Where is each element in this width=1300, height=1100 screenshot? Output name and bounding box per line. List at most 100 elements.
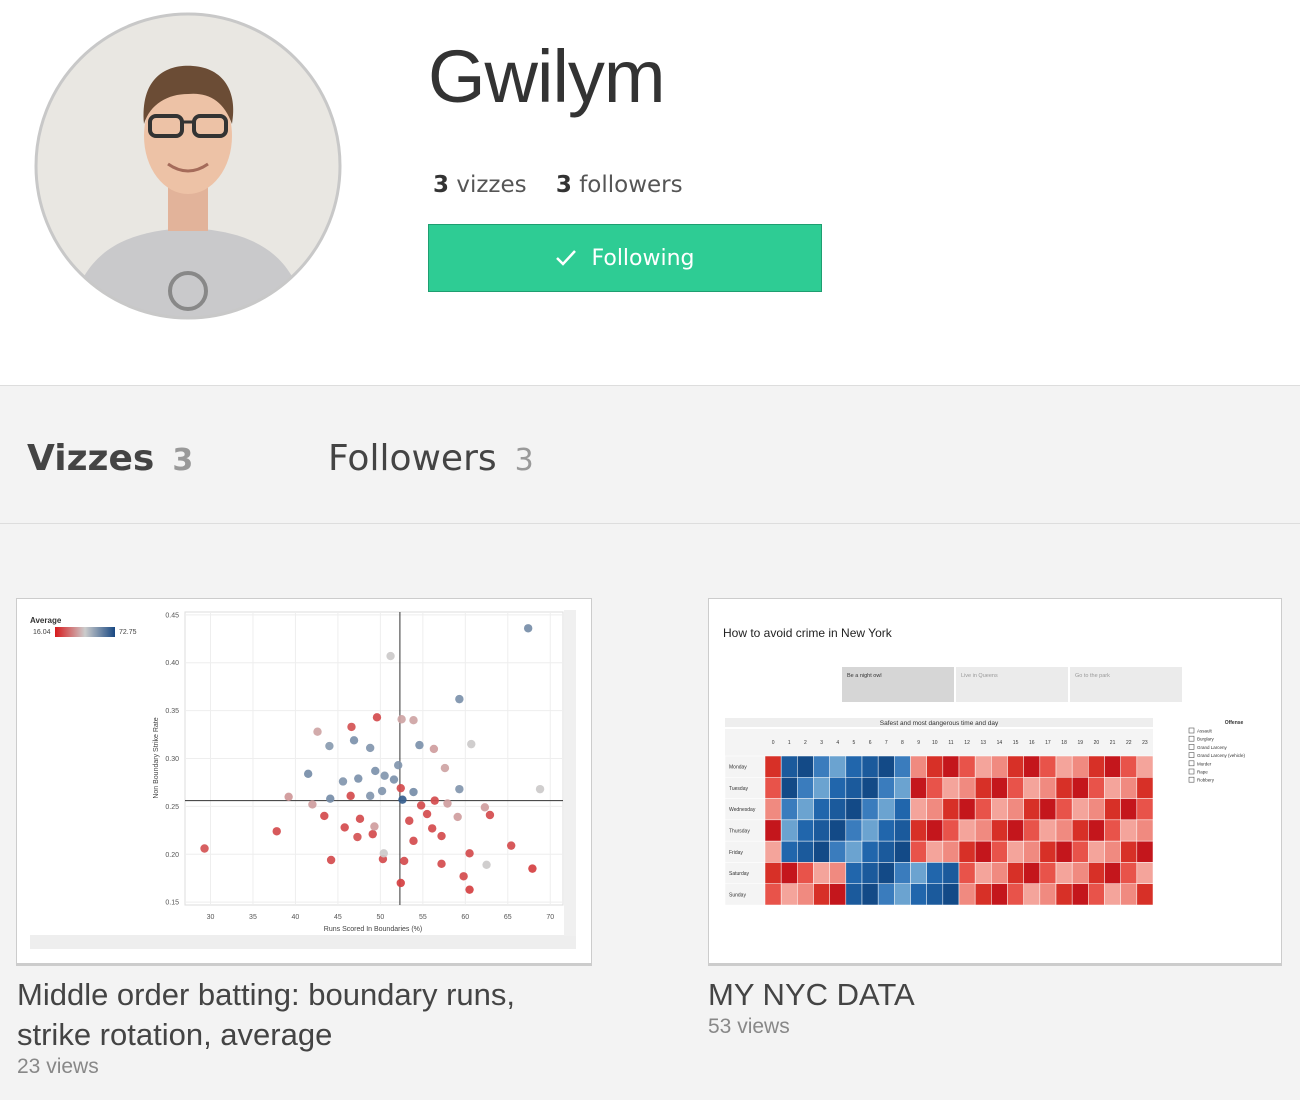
heatmap-cell: [1136, 883, 1154, 906]
heatmap-cell: [1023, 883, 1041, 906]
heatmap-cell: [1023, 840, 1041, 863]
heatmap-cell: [845, 755, 863, 778]
day-label: Tuesday: [729, 786, 748, 792]
heatmap-cell: [877, 883, 895, 906]
scatter-point: [365, 743, 375, 753]
hour-label: 16: [1029, 740, 1035, 746]
hour-label: 6: [869, 740, 872, 746]
scatter-point: [338, 777, 348, 786]
scatter-point: [200, 844, 209, 853]
heatmap-cell: [813, 840, 830, 863]
heatmap-cell: [894, 798, 911, 821]
heatmap-cell: [1071, 798, 1089, 821]
heatmap-cell: [1120, 777, 1138, 799]
vizzes-label[interactable]: vizzes: [456, 172, 527, 198]
heatmap-cell: [845, 862, 863, 884]
heatmap-cell: [813, 798, 830, 821]
heatmap-cell: [1071, 840, 1089, 863]
viz-card[interactable]: How to avoid crime in New York Be a night…: [708, 598, 1282, 964]
scatter-point: [455, 784, 464, 794]
viz-card[interactable]: 30 35 40 45 50 55 60 65 70 0.15 0.20 0.25 0.30 0.35 0.…: [16, 598, 592, 964]
filter-checkbox: [1188, 752, 1195, 758]
heatmap-cell: [991, 883, 1008, 906]
x-tick-label: 55: [419, 914, 427, 921]
heatmap-cell: [942, 840, 960, 863]
story-tab: [1070, 667, 1182, 702]
heatmap-cell: [942, 862, 960, 884]
heatmap-cell: [926, 819, 944, 842]
filter-option: Grand Larceny (vehicle): [1197, 753, 1246, 758]
heatmap-cell: [1104, 755, 1121, 778]
scatter-point: [416, 801, 426, 810]
day-label: Wednesday: [729, 807, 756, 813]
hour-label: 10: [932, 740, 938, 746]
heatmap-cell: [1023, 777, 1041, 799]
heatmap-cell: [1039, 798, 1057, 821]
hour-label: 20: [1094, 740, 1100, 746]
hour-label: 7: [885, 740, 888, 746]
scatter-point: [440, 763, 450, 773]
heatmap-cell: [926, 862, 944, 884]
scatter-point: [467, 739, 476, 749]
follow-button[interactable]: Following: [428, 224, 822, 292]
heatmap-cell: [861, 798, 879, 821]
heatmap-cell: [829, 840, 847, 863]
heatmap-cell: [1104, 777, 1121, 799]
heatmap-cell: [1088, 755, 1105, 778]
heatmap-cell: [780, 883, 798, 906]
scatter-point: [389, 775, 399, 784]
thumb-title: How to avoid crime in New York: [723, 626, 893, 640]
viz-title[interactable]: MY NYC DATA: [708, 977, 915, 1012]
heatmap-cell: [829, 862, 847, 884]
heatmap-cell: [1071, 777, 1089, 799]
heatmap-cell: [926, 840, 944, 863]
y-tick-label: 0.30: [165, 756, 179, 763]
scatter-point: [379, 849, 388, 858]
heatmap-cell: [845, 819, 863, 842]
scatter-point: [326, 855, 336, 865]
heatmap-cell: [910, 840, 927, 863]
tab[interactable]: Vizzes 3: [27, 438, 193, 479]
heatmap-cell: [1120, 840, 1138, 863]
scatter-point: [326, 794, 335, 803]
story-tab-label: Be a night owl: [847, 673, 882, 679]
followers-label[interactable]: followers: [579, 172, 683, 198]
y-tick-label: 0.45: [165, 612, 179, 619]
hour-label: 19: [1077, 740, 1083, 746]
hour-label: 2: [804, 740, 807, 746]
viz-title[interactable]: Middle order batting: boundary runs, str…: [17, 977, 516, 1052]
follow-label: Following: [591, 245, 695, 271]
tab-bar: [0, 386, 1300, 524]
scatter-point: [535, 784, 545, 794]
heatmap-cell: [910, 862, 927, 884]
heatmap-cell: [845, 840, 863, 863]
y-tick-label: 0.40: [165, 660, 179, 667]
heatmap-cell: [958, 819, 976, 842]
heatmap-cell: [764, 798, 782, 821]
heatmap-cell: [1120, 862, 1138, 884]
scatter-point: [427, 824, 437, 833]
heatmap-cell: [958, 777, 976, 799]
hour-label: 1: [788, 740, 791, 746]
filter-checkbox: [1188, 760, 1195, 767]
x-tick-label: 60: [461, 914, 469, 921]
story-tab: [956, 667, 1068, 702]
heatmap-header: [725, 718, 1153, 727]
scatter-point: [377, 786, 387, 796]
heatmap-cell: [764, 755, 782, 778]
profile-name: Gwilym: [428, 35, 666, 118]
scatter-point: [347, 722, 356, 732]
hour-label: 22: [1126, 740, 1132, 746]
tab[interactable]: Followers 3: [328, 438, 534, 479]
scatter-point: [370, 822, 379, 831]
scatter-point: [485, 810, 495, 820]
x-axis-label: Runs Scored In Boundaries (%): [324, 926, 422, 933]
filter-option: Burglary: [1197, 737, 1215, 742]
x-tick-label: 35: [249, 914, 257, 921]
heatmap-cell: [991, 862, 1008, 884]
scatter-point: [399, 856, 409, 866]
hour-label: 0: [772, 740, 775, 746]
scatter-point: [523, 624, 533, 633]
heatmap-cell: [845, 798, 863, 821]
scatter-point: [465, 849, 474, 858]
